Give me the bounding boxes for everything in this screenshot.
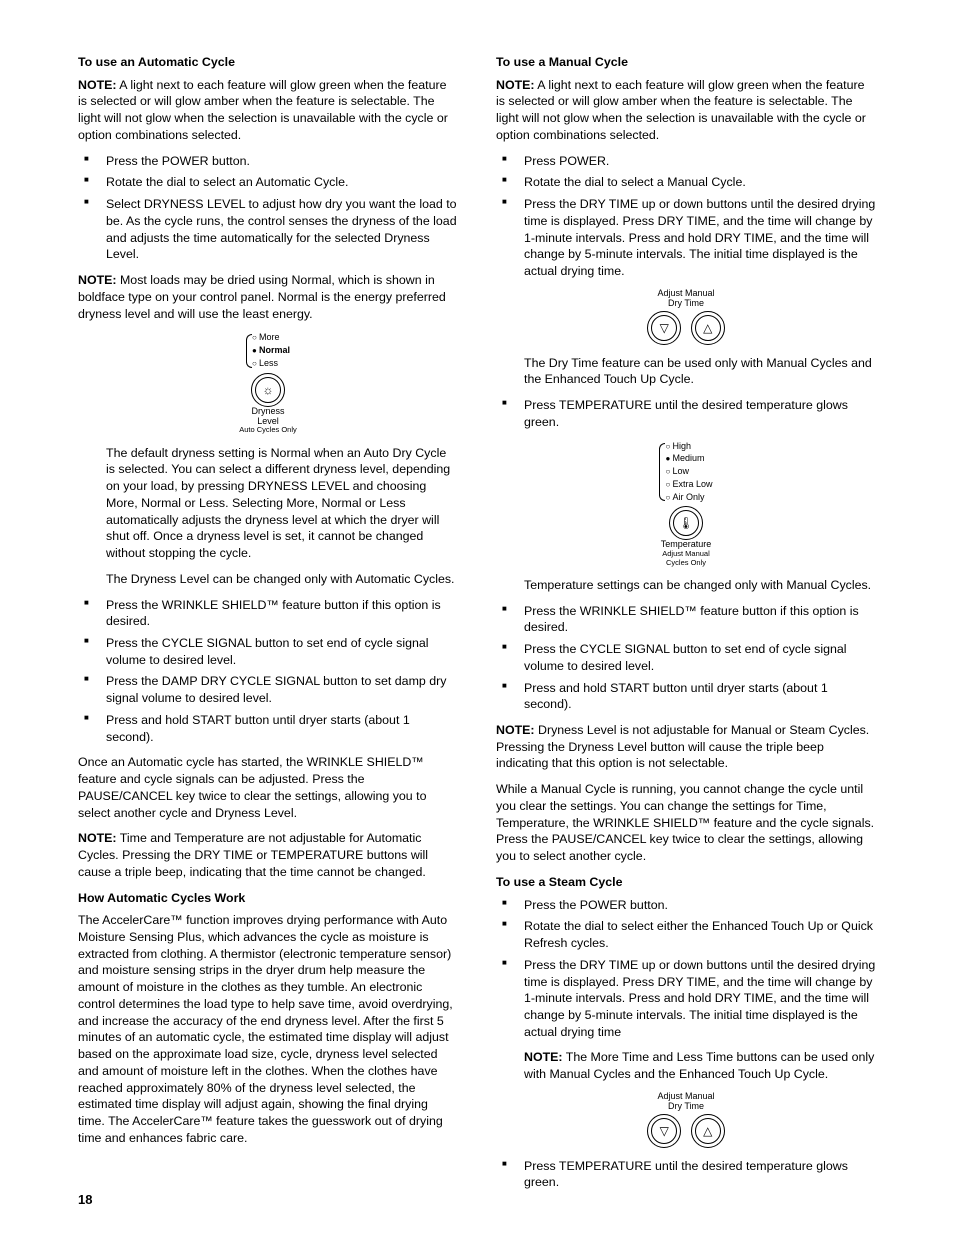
list-item: Press TEMPERATURE until the desired temp… — [496, 1158, 876, 1191]
figure-temperature: High Medium Low Extra Low Air Only 🌡 Tem… — [496, 440, 876, 567]
manual-steps-3: Press the WRINKLE SHIELD™ feature button… — [496, 603, 876, 713]
para-dry-time-use: The Dry Time feature can be used only wi… — [524, 355, 876, 388]
para-temp-manual-only: Temperature settings can be changed only… — [524, 577, 876, 594]
list-item: Press the WRINKLE SHIELD™ feature button… — [78, 597, 458, 630]
para-manual-running: While a Manual Cycle is running, you can… — [496, 781, 876, 865]
manual-steps-1: Press POWER. Rotate the dial to select a… — [496, 153, 876, 280]
steam-steps-1: Press the POWER button. Rotate the dial … — [496, 897, 876, 1041]
list-item: Press the POWER button. — [78, 153, 458, 170]
list-item: Rotate the dial to select an Automatic C… — [78, 174, 458, 191]
heading-steam-cycle: To use a Steam Cycle — [496, 874, 876, 891]
list-item: Press the CYCLE SIGNAL button to set end… — [496, 641, 876, 674]
left-column: To use an Automatic Cycle NOTE: A light … — [78, 54, 458, 1200]
steam-steps-2: Press TEMPERATURE until the desired temp… — [496, 1158, 876, 1191]
right-column: To use a Manual Cycle NOTE: A light next… — [496, 54, 876, 1200]
para-default-dryness: The default dryness setting is Normal wh… — [106, 445, 458, 562]
list-item: Press and hold START button until dryer … — [496, 680, 876, 713]
list-item: Press the CYCLE SIGNAL button to set end… — [78, 635, 458, 668]
note-auto-2: NOTE: Most loads may be dried using Norm… — [78, 272, 458, 322]
page-number: 18 — [78, 1191, 92, 1209]
para-dryness-auto-only: The Dryness Level can be changed only wi… — [106, 571, 458, 588]
up-knob-icon: △ — [691, 311, 725, 345]
list-item: Press the DRY TIME up or down buttons un… — [496, 196, 876, 280]
note-auto-1: NOTE: A light next to each feature will … — [78, 77, 458, 144]
down-knob-icon: ▽ — [647, 311, 681, 345]
list-item: Press TEMPERATURE until the desired temp… — [496, 397, 876, 430]
list-item: Rotate the dial to select either the Enh… — [496, 918, 876, 951]
temperature-knob-icon: 🌡 — [669, 506, 703, 540]
manual-steps-2: Press TEMPERATURE until the desired temp… — [496, 397, 876, 430]
figure-dry-time-2: Adjust Manual Dry Time ▽ △ — [496, 1092, 876, 1148]
auto-steps-2: Press the WRINKLE SHIELD™ feature button… — [78, 597, 458, 746]
list-item: Press POWER. — [496, 153, 876, 170]
note-steam: NOTE: The More Time and Less Time button… — [524, 1049, 876, 1082]
list-item: Press and hold START button until dryer … — [78, 712, 458, 745]
auto-steps-1: Press the POWER button. Rotate the dial … — [78, 153, 458, 263]
figure-dry-time-1: Adjust Manual Dry Time ▽ △ — [496, 289, 876, 345]
heading-auto-cycle: To use an Automatic Cycle — [78, 54, 458, 71]
note-auto-3: NOTE: Time and Temperature are not adjus… — [78, 830, 458, 880]
list-item: Press the POWER button. — [496, 897, 876, 914]
list-item: Press the WRINKLE SHIELD™ feature button… — [496, 603, 876, 636]
down-knob-icon: ▽ — [647, 1114, 681, 1148]
list-item: Rotate the dial to select a Manual Cycle… — [496, 174, 876, 191]
note-manual-1: NOTE: A light next to each feature will … — [496, 77, 876, 144]
list-item: Press the DRY TIME up or down buttons un… — [496, 957, 876, 1041]
note-manual-2: NOTE: Dryness Level is not adjustable fo… — [496, 722, 876, 772]
list-item: Press the DAMP DRY CYCLE SIGNAL button t… — [78, 673, 458, 706]
para-auto-once-started: Once an Automatic cycle has started, the… — [78, 754, 458, 821]
up-knob-icon: △ — [691, 1114, 725, 1148]
dryness-knob-icon: ☼ — [251, 373, 285, 407]
list-item: Select DRYNESS LEVEL to adjust how dry y… — [78, 196, 458, 263]
heading-manual-cycle: To use a Manual Cycle — [496, 54, 876, 71]
heading-how-auto-works: How Automatic Cycles Work — [78, 890, 458, 907]
para-accelercare: The AccelerCare™ function improves dryin… — [78, 912, 458, 1146]
figure-dryness-level: More Normal Less ☼ Dryness Level Auto Cy… — [78, 331, 458, 434]
